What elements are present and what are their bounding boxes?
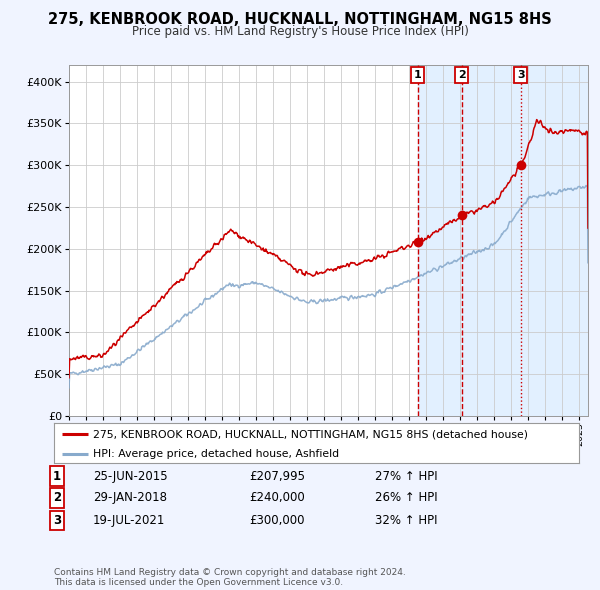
Text: 2: 2 (458, 70, 466, 80)
Text: 1: 1 (53, 470, 61, 483)
Text: 26% ↑ HPI: 26% ↑ HPI (375, 491, 437, 504)
Text: 275, KENBROOK ROAD, HUCKNALL, NOTTINGHAM, NG15 8HS: 275, KENBROOK ROAD, HUCKNALL, NOTTINGHAM… (48, 12, 552, 27)
Text: 19-JUL-2021: 19-JUL-2021 (93, 514, 166, 527)
Text: 32% ↑ HPI: 32% ↑ HPI (375, 514, 437, 527)
Text: Price paid vs. HM Land Registry's House Price Index (HPI): Price paid vs. HM Land Registry's House … (131, 25, 469, 38)
Text: £240,000: £240,000 (249, 491, 305, 504)
Text: 275, KENBROOK ROAD, HUCKNALL, NOTTINGHAM, NG15 8HS (detached house): 275, KENBROOK ROAD, HUCKNALL, NOTTINGHAM… (94, 430, 529, 440)
Text: HPI: Average price, detached house, Ashfield: HPI: Average price, detached house, Ashf… (94, 448, 340, 458)
Text: 3: 3 (53, 514, 61, 527)
Text: 1: 1 (414, 70, 422, 80)
Text: 2: 2 (53, 491, 61, 504)
Text: 25-JUN-2015: 25-JUN-2015 (93, 470, 167, 483)
Text: Contains HM Land Registry data © Crown copyright and database right 2024.
This d: Contains HM Land Registry data © Crown c… (54, 568, 406, 587)
Text: 29-JAN-2018: 29-JAN-2018 (93, 491, 167, 504)
Text: 3: 3 (517, 70, 524, 80)
Text: £207,995: £207,995 (249, 470, 305, 483)
Bar (418, 65, 588, 416)
Text: 27% ↑ HPI: 27% ↑ HPI (375, 470, 437, 483)
Text: £300,000: £300,000 (249, 514, 305, 527)
